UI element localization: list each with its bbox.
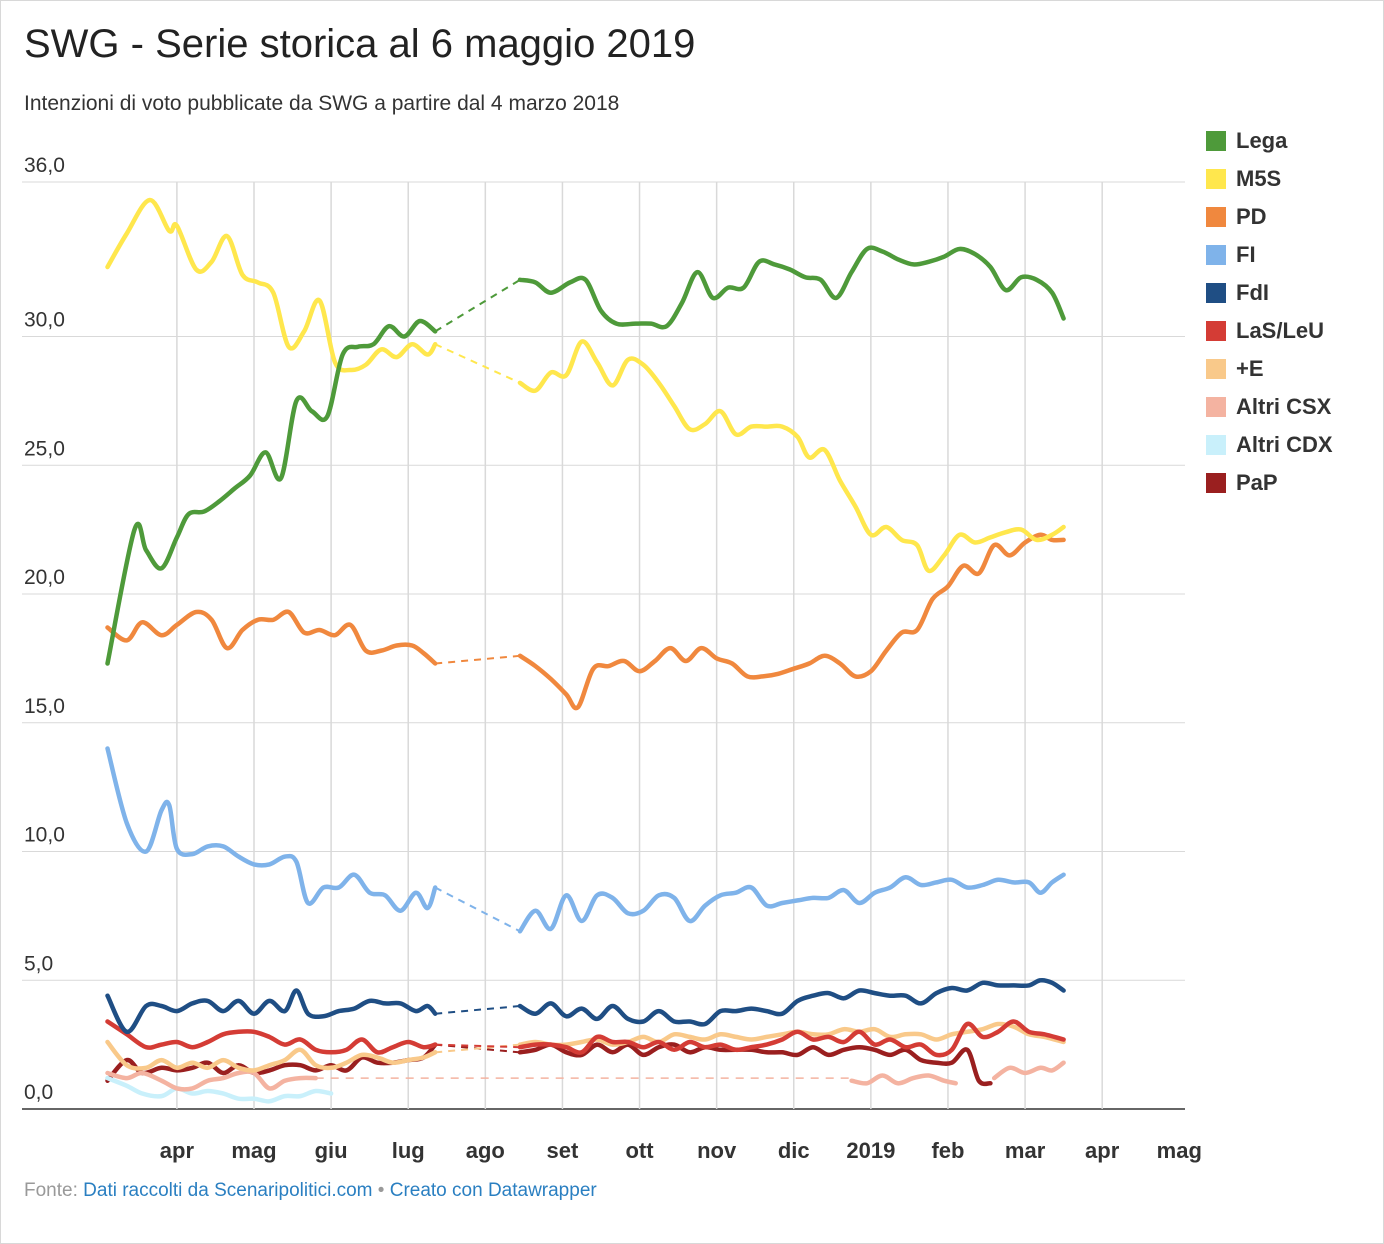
series-line — [517, 1042, 993, 1087]
y-tick-label: 20,0 — [24, 566, 65, 589]
x-tick-label: nov — [697, 1138, 737, 1163]
legend-item-las-leu: LaS/LeU — [1206, 312, 1333, 350]
legend-item-pd: PD — [1206, 198, 1333, 236]
series-fi — [105, 746, 1066, 934]
legend-label: PaP — [1236, 470, 1278, 495]
series-line — [105, 1075, 334, 1104]
legend-swatch — [1206, 321, 1226, 341]
footer-separator: • — [377, 1180, 385, 1201]
y-tick-label: 0,0 — [24, 1081, 53, 1104]
x-tick-label: ago — [466, 1138, 505, 1163]
x-tick-label: giu — [315, 1138, 348, 1163]
series-line — [105, 609, 438, 666]
series-line — [517, 532, 1066, 711]
series-gap-connector — [434, 278, 521, 333]
y-tick-label: 5,0 — [24, 952, 53, 975]
x-tick-label: ott — [625, 1138, 654, 1163]
series-gap-connector — [434, 886, 521, 933]
legend-item-fi: FI — [1206, 236, 1333, 274]
series-line — [517, 1019, 1066, 1058]
series-altri-cdx — [105, 1075, 334, 1104]
source-link[interactable]: Dati raccolti da Scenaripolitici.com — [83, 1180, 373, 1201]
legend-label: FdI — [1236, 280, 1269, 305]
series-gap-connector — [435, 1043, 521, 1049]
legend-label: Lega — [1236, 128, 1288, 153]
legend-label: LaS/LeU — [1236, 318, 1325, 343]
legend-label: FI — [1236, 242, 1256, 267]
legend-swatch — [1206, 473, 1226, 493]
series-line — [105, 746, 438, 913]
legend-swatch — [1206, 283, 1226, 303]
x-tick-label: apr — [160, 1138, 195, 1163]
y-tick-label: 36,0 — [24, 154, 65, 177]
source-prefix: Fonte: — [24, 1180, 78, 1201]
series-fdi — [105, 977, 1066, 1035]
chart-title: SWG - Serie storica al 6 maggio 2019 — [24, 22, 696, 66]
x-tick-label: dic — [778, 1138, 810, 1163]
legend-swatch — [1206, 397, 1226, 417]
legend-item-altri-cdx: Altri CDX — [1206, 426, 1333, 464]
series-line — [105, 1019, 438, 1055]
x-tick-label: mar — [1005, 1138, 1046, 1163]
footer: Fonte: Dati raccolti da Scenaripolitici.… — [24, 1180, 597, 1202]
series-line — [105, 988, 438, 1035]
x-tick-label: mag — [1157, 1138, 1202, 1163]
legend-swatch — [1206, 169, 1226, 189]
legend-swatch — [1206, 245, 1226, 265]
series-line — [105, 1039, 438, 1073]
legend-item-fdi: FdI — [1206, 274, 1333, 312]
legend-item-e: +E — [1206, 350, 1333, 388]
x-tick-label: feb — [931, 1138, 964, 1163]
series-line — [105, 1042, 438, 1083]
legend-item-pap: PaP — [1206, 464, 1333, 502]
x-tick-label: 2019 — [846, 1138, 895, 1163]
series-line — [105, 197, 438, 373]
legend-item-altri-csx: Altri CSX — [1206, 388, 1333, 426]
y-tick-label: 10,0 — [24, 824, 65, 847]
series-gap-connector — [434, 343, 521, 384]
credit-link[interactable]: Creato con Datawrapper — [389, 1180, 597, 1201]
series-altri-csx — [105, 1060, 1066, 1092]
legend-item-m5s: M5S — [1206, 160, 1333, 198]
x-tick-label: set — [547, 1138, 579, 1163]
series-lega — [105, 245, 1066, 666]
series-pap — [105, 1042, 993, 1087]
series-line — [105, 1069, 318, 1092]
x-tick-label: apr — [1085, 1138, 1120, 1163]
series-las-leu — [105, 1019, 1066, 1058]
series-line — [517, 977, 1066, 1027]
legend-label: Altri CDX — [1236, 432, 1333, 457]
legend-swatch — [1206, 131, 1226, 151]
y-tick-label: 30,0 — [24, 309, 65, 332]
series-gap-connector — [435, 1005, 521, 1015]
legend-label: M5S — [1236, 166, 1282, 191]
legend-label: +E — [1236, 356, 1264, 381]
y-tick-label: 25,0 — [24, 437, 65, 460]
x-tick-label: mag — [231, 1138, 276, 1163]
legend: Lega M5S PD FI FdI LaS/LeU +E Altri CSX Altri CD… — [1206, 122, 1333, 502]
y-tick-label: 15,0 — [24, 695, 65, 718]
series-line — [517, 245, 1066, 330]
legend-label: PD — [1236, 204, 1267, 229]
series-line — [991, 1060, 1066, 1081]
series-line — [517, 339, 1066, 574]
legend-swatch — [1206, 359, 1226, 379]
series-line — [849, 1073, 958, 1086]
series-line — [517, 872, 1066, 934]
chart-subtitle: Intenzioni di voto pubblicate da SWG a p… — [24, 92, 620, 115]
series-m5s — [105, 197, 1066, 574]
legend-item-lega: Lega — [1206, 122, 1333, 160]
legend-swatch — [1206, 435, 1226, 455]
series-line — [105, 318, 438, 666]
x-tick-label: lug — [392, 1138, 425, 1163]
series-gap-connector — [435, 654, 521, 665]
legend-swatch — [1206, 207, 1226, 227]
legend-label: Altri CSX — [1236, 394, 1332, 419]
series-pd — [105, 532, 1066, 711]
